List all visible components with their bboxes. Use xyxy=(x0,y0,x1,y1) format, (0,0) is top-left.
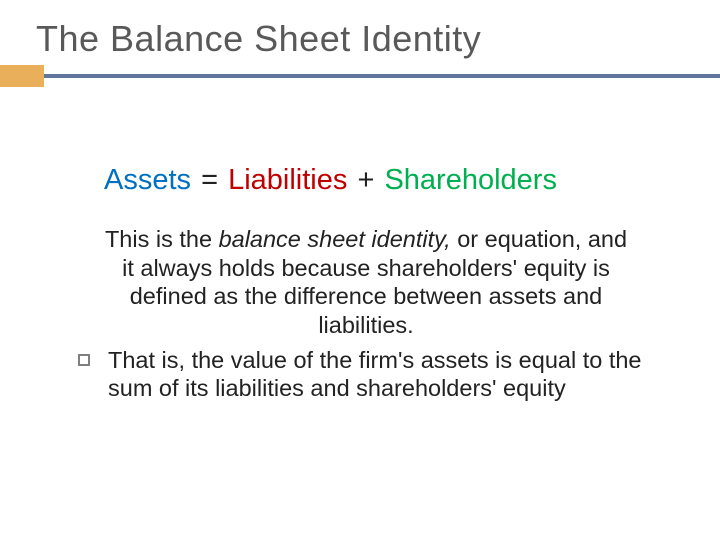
ribbon-bar xyxy=(0,74,720,78)
formula-assets: Assets xyxy=(104,164,191,196)
slide: The Balance Sheet Identity Assets = Liab… xyxy=(0,0,720,540)
square-bullet-icon xyxy=(78,354,90,366)
balance-sheet-formula: Assets = Liabilities + Shareholders xyxy=(104,164,720,197)
paragraph-definition: This is the balance sheet identity, or e… xyxy=(70,225,662,340)
formula-liabilities: Liabilities xyxy=(228,164,347,196)
slide-title: The Balance Sheet Identity xyxy=(0,0,720,74)
bulleted-item: That is, the value of the firm's assets … xyxy=(70,346,662,403)
formula-plus: + xyxy=(357,164,374,196)
formula-shareholders: Shareholders xyxy=(384,164,557,196)
para1-italic-term: balance sheet identity, xyxy=(219,226,451,252)
para1-lead: This is the xyxy=(105,226,219,252)
paragraph-explanation: That is, the value of the firm's assets … xyxy=(108,346,662,403)
title-underline-ribbon xyxy=(0,74,720,82)
body-content: This is the balance sheet identity, or e… xyxy=(70,225,662,403)
formula-equals: = xyxy=(201,164,218,196)
ribbon-accent-block xyxy=(0,65,44,87)
